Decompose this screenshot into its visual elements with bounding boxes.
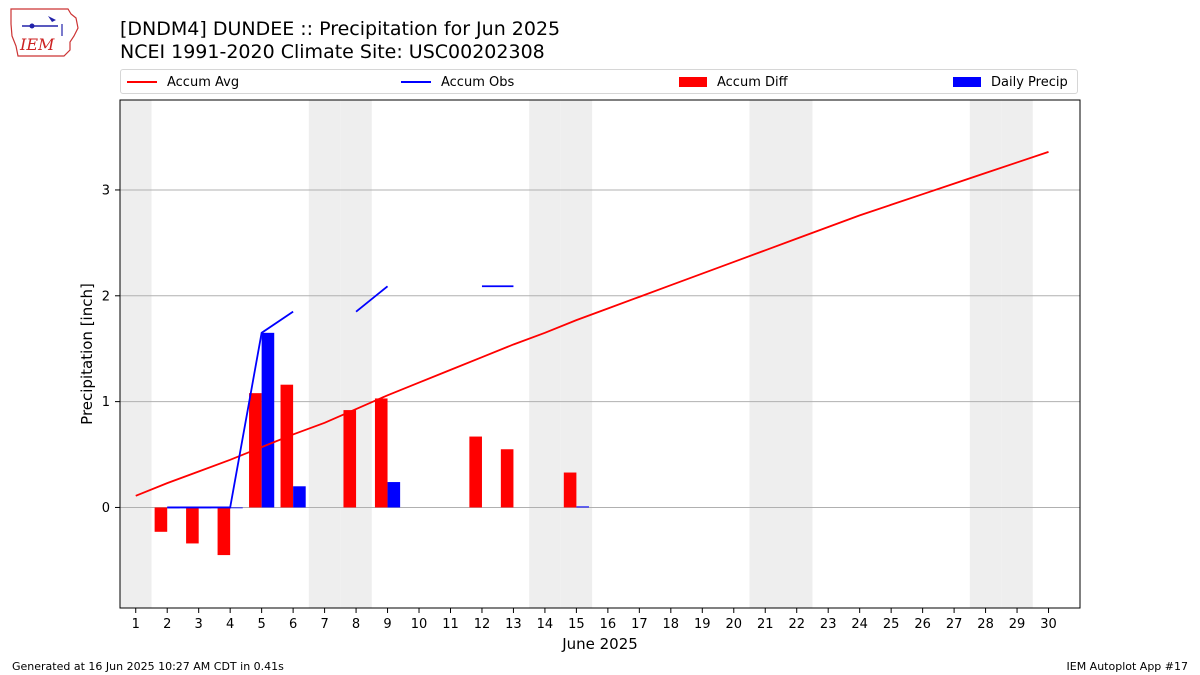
legend-swatch-accum-avg xyxy=(127,81,157,83)
bar-accum-diff-4 xyxy=(217,507,231,556)
xtick-label-7: 7 xyxy=(320,617,328,632)
xtick-label-16: 16 xyxy=(600,617,617,632)
xtick-label-24: 24 xyxy=(851,617,868,632)
bar-daily-precip-6 xyxy=(293,486,306,508)
chart-subtitle: NCEI 1991-2020 Climate Site: USC00202308 xyxy=(120,41,545,63)
footer-generated: Generated at 16 Jun 2025 10:27 AM CDT in… xyxy=(12,660,284,673)
x-axis-label: June 2025 xyxy=(561,635,638,653)
xtick-label-15: 15 xyxy=(568,617,585,632)
xtick-label-21: 21 xyxy=(757,617,774,632)
weekend-shade-8 xyxy=(340,100,372,608)
xtick-label-25: 25 xyxy=(883,617,900,632)
xtick-label-27: 27 xyxy=(946,617,963,632)
bar-daily-precip-9 xyxy=(387,482,401,508)
line-accum-avg xyxy=(135,151,1049,497)
xtick-label-23: 23 xyxy=(820,617,837,632)
logo-text: IEM xyxy=(19,35,55,54)
ytick-label-0: 0 xyxy=(102,501,110,516)
y-axis-label: Precipitation [inch] xyxy=(78,283,96,425)
legend-swatch-daily-precip xyxy=(953,77,981,87)
legend-label-accum-avg: Accum Avg xyxy=(167,74,240,90)
legend-item-accum-avg: Accum Avg xyxy=(127,73,239,91)
xtick-label-17: 17 xyxy=(631,617,648,632)
bar-daily-precip-15 xyxy=(576,506,589,508)
xtick-label-13: 13 xyxy=(505,617,522,632)
legend-swatch-accum-diff xyxy=(679,77,707,87)
iem-logo: IEM xyxy=(10,8,79,57)
bar-accum-diff-6 xyxy=(280,384,294,508)
bar-accum-diff-8 xyxy=(343,410,357,508)
xtick-label-20: 20 xyxy=(725,617,742,632)
bar-accum-diff-3 xyxy=(186,507,199,544)
bar-accum-diff-13 xyxy=(500,449,514,508)
xtick-label-19: 19 xyxy=(694,617,711,632)
xtick-label-4: 4 xyxy=(226,617,234,632)
xtick-label-1: 1 xyxy=(132,617,140,632)
plot-frame xyxy=(119,99,1081,609)
chart-legend: Accum Avg Accum Obs Accum Diff Daily Pre… xyxy=(120,69,1078,94)
xtick-label-18: 18 xyxy=(663,617,680,632)
weekend-shade-21 xyxy=(749,100,781,608)
xtick-label-26: 26 xyxy=(914,617,931,632)
xtick-label-6: 6 xyxy=(289,617,297,632)
xtick-label-8: 8 xyxy=(352,617,360,632)
xtick-label-14: 14 xyxy=(537,617,554,632)
weekend-shade-7 xyxy=(308,100,341,608)
footer-app: IEM Autoplot App #17 xyxy=(1066,660,1189,673)
weekend-shade-29 xyxy=(1001,100,1033,608)
legend-label-daily-precip: Daily Precip xyxy=(991,74,1068,90)
legend-swatch-accum-obs xyxy=(401,81,431,83)
xtick-label-29: 29 xyxy=(1009,617,1026,632)
legend-label-accum-diff: Accum Diff xyxy=(717,74,788,90)
weekend-shade-22 xyxy=(780,100,813,608)
weekend-shade-28 xyxy=(969,100,1002,608)
bar-accum-diff-12 xyxy=(469,436,482,508)
bar-daily-precip-5 xyxy=(261,332,275,508)
weekend-shade-14 xyxy=(529,100,561,608)
weekend-shade-15 xyxy=(560,100,593,608)
legend-label-accum-obs: Accum Obs xyxy=(441,74,515,90)
weekend-shade-1 xyxy=(120,100,152,608)
xtick-label-22: 22 xyxy=(788,617,805,632)
legend-item-daily-precip: Daily Precip xyxy=(953,73,1068,91)
xtick-label-9: 9 xyxy=(383,617,391,632)
xtick-label-12: 12 xyxy=(474,617,491,632)
bar-accum-diff-9 xyxy=(374,398,388,508)
legend-item-accum-obs: Accum Obs xyxy=(401,73,514,91)
chart-title: [DNDM4] DUNDEE :: Precipitation for Jun … xyxy=(120,18,561,40)
ytick-label-2: 2 xyxy=(102,289,110,304)
xtick-label-5: 5 xyxy=(257,617,265,632)
xtick-label-11: 11 xyxy=(442,617,459,632)
legend-item-accum-diff: Accum Diff xyxy=(679,73,788,91)
bar-daily-precip-4 xyxy=(230,507,243,509)
bar-accum-diff-15 xyxy=(563,472,577,508)
xtick-label-10: 10 xyxy=(411,617,428,632)
bar-accum-diff-2 xyxy=(154,507,168,532)
xtick-label-2: 2 xyxy=(163,617,171,632)
line-accum-obs-segment-1 xyxy=(355,285,389,313)
line-accum-obs-segment-0 xyxy=(167,310,294,509)
xtick-label-30: 30 xyxy=(1040,617,1057,632)
ytick-label-3: 3 xyxy=(102,183,110,198)
xtick-label-3: 3 xyxy=(195,617,203,632)
xtick-label-28: 28 xyxy=(977,617,994,632)
ytick-label-1: 1 xyxy=(102,395,110,410)
